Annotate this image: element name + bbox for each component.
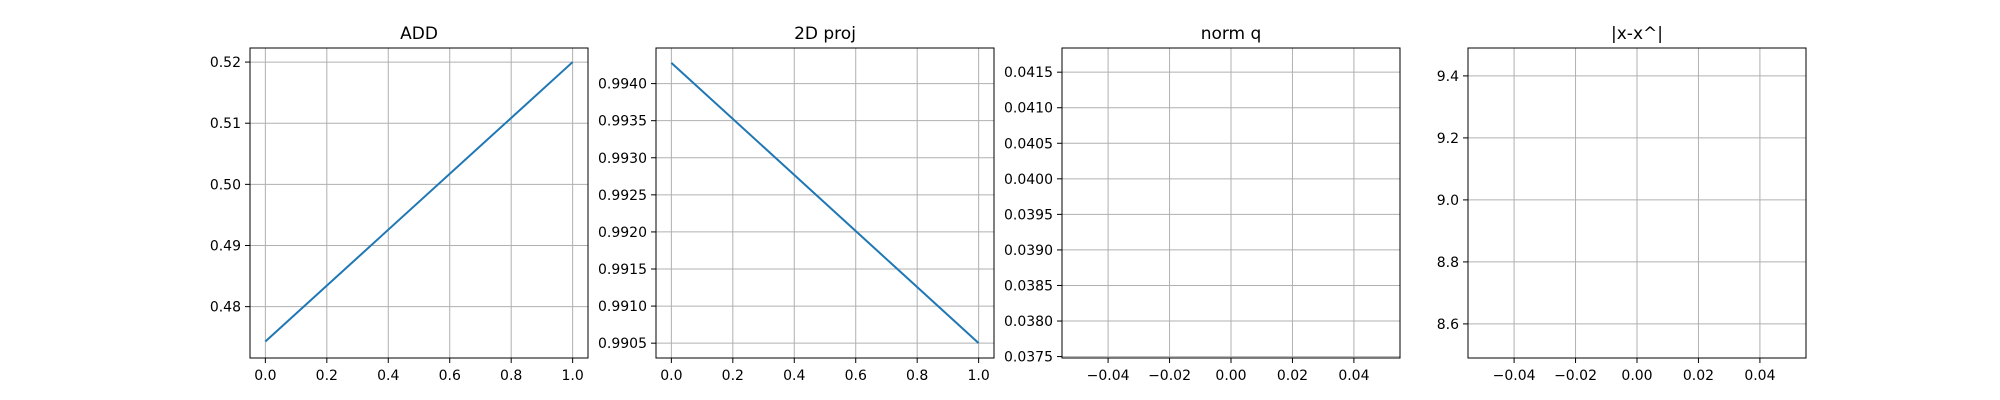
y-tick-label: 0.0385 bbox=[1004, 278, 1053, 294]
x-tick-label: 0.6 bbox=[845, 368, 867, 384]
x-tick-label: 0.02 bbox=[1277, 368, 1308, 384]
y-tick-label: 0.0400 bbox=[1004, 172, 1053, 188]
y-tick-label: 9.2 bbox=[1437, 131, 1459, 147]
chart-title: |x-x^| bbox=[1611, 24, 1663, 44]
x-tick-label: 0.8 bbox=[906, 368, 928, 384]
x-tick-label: −0.02 bbox=[1554, 368, 1597, 384]
y-tick-label: 0.52 bbox=[210, 55, 241, 71]
y-tick-label: 8.6 bbox=[1437, 317, 1459, 333]
y-tick-label: 0.9930 bbox=[598, 151, 647, 167]
x-tick-label: 1.0 bbox=[968, 368, 990, 384]
x-tick-label: 0.02 bbox=[1683, 368, 1714, 384]
y-tick-label: 0.0415 bbox=[1004, 65, 1053, 81]
x-tick-label: 0.4 bbox=[377, 368, 399, 384]
x-tick-label: 1.0 bbox=[562, 368, 584, 384]
y-tick-label: 0.0395 bbox=[1004, 207, 1053, 223]
series-line-1 bbox=[670, 62, 980, 344]
y-tick-label: 0.0375 bbox=[1004, 350, 1053, 366]
y-tick-label: 0.51 bbox=[210, 116, 241, 132]
y-tick-label: 0.9920 bbox=[598, 225, 647, 241]
y-tick-label: 0.0410 bbox=[1004, 101, 1053, 117]
plot-frame bbox=[655, 47, 995, 359]
x-tick-label: 0.6 bbox=[439, 368, 461, 384]
y-tick-label: 0.50 bbox=[210, 177, 241, 193]
plot-frame bbox=[1467, 47, 1807, 359]
x-tick-label: 0.0 bbox=[254, 368, 276, 384]
x-tick-label: 0.8 bbox=[500, 368, 522, 384]
chart-panel-4: −0.04 −0.02 0.00 0.02 0.04 8.6 8.8 9.0 9.2 9.4 |x-… bbox=[1437, 24, 1807, 384]
x-tick-label: −0.02 bbox=[1148, 368, 1191, 384]
y-tick-label: 0.49 bbox=[210, 238, 241, 254]
y-tick-label: 0.48 bbox=[210, 300, 241, 316]
chart-title: 2D proj bbox=[794, 24, 856, 44]
x-tick-label: 0.04 bbox=[1744, 368, 1775, 384]
plot-frame bbox=[1061, 47, 1401, 359]
chart-title: norm q bbox=[1201, 24, 1262, 44]
y-tick-label: 0.0405 bbox=[1004, 136, 1053, 152]
x-tick-label: 0.2 bbox=[722, 368, 744, 384]
x-tick-label: 0.4 bbox=[783, 368, 805, 384]
y-tick-label: 0.9915 bbox=[598, 262, 647, 278]
chart-panel-2: 0.0 0.2 0.4 0.6 0.8 1.0 0.9905 0.9910 0.9915 0.99… bbox=[598, 24, 995, 384]
series-line-1 bbox=[264, 61, 574, 343]
y-tick-label: 0.9940 bbox=[598, 77, 647, 93]
chart-panel-1: 0.0 0.2 0.4 0.6 0.8 1.0 0.48 0.49 0.50 0.51 0.52 AD… bbox=[210, 24, 589, 384]
x-tick-label: 0.04 bbox=[1338, 368, 1369, 384]
y-tick-label: 0.9935 bbox=[598, 114, 647, 130]
x-tick-label: −0.04 bbox=[1493, 368, 1536, 384]
y-tick-label: 9.4 bbox=[1437, 69, 1459, 85]
y-tick-label: 9.0 bbox=[1437, 193, 1459, 209]
y-tick-label: 0.9910 bbox=[598, 299, 647, 315]
plot-frame bbox=[249, 47, 589, 359]
x-tick-label: 0.00 bbox=[1215, 368, 1246, 384]
y-tick-label: 0.0390 bbox=[1004, 243, 1053, 259]
chart-panel-3: −0.04 −0.02 0.00 0.02 0.04 0.0375 0.0380 0.0385… bbox=[1004, 24, 1401, 384]
chart-title: ADD bbox=[400, 24, 438, 44]
y-tick-label: 0.9925 bbox=[598, 188, 647, 204]
y-tick-label: 0.0380 bbox=[1004, 314, 1053, 330]
y-tick-label: 0.9905 bbox=[598, 336, 647, 352]
y-tick-label: 8.8 bbox=[1437, 255, 1459, 271]
x-tick-label: 0.00 bbox=[1621, 368, 1652, 384]
x-tick-label: 0.0 bbox=[660, 368, 682, 384]
x-tick-label: 0.2 bbox=[316, 368, 338, 384]
x-tick-label: −0.04 bbox=[1087, 368, 1130, 384]
